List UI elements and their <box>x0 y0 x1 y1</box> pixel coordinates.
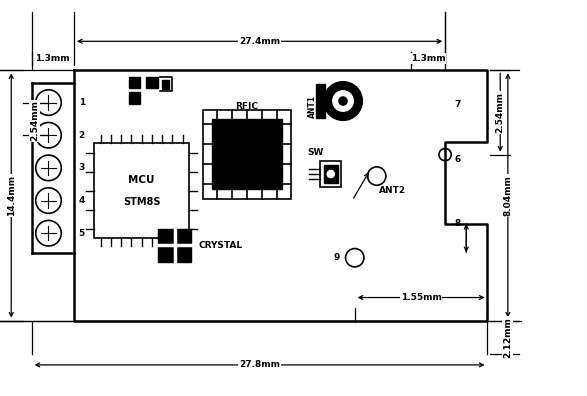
Circle shape <box>339 97 347 105</box>
Text: 2.54mm: 2.54mm <box>30 101 39 141</box>
Bar <box>323 166 338 183</box>
Text: 2.54mm: 2.54mm <box>496 92 505 133</box>
Text: 1.3mm: 1.3mm <box>36 54 70 63</box>
Text: MCU: MCU <box>129 175 155 185</box>
Bar <box>316 84 325 118</box>
Bar <box>320 161 342 187</box>
Text: 1.3mm: 1.3mm <box>411 54 446 63</box>
Bar <box>174 229 191 246</box>
Bar <box>212 119 282 189</box>
Text: STM8S: STM8S <box>123 197 160 207</box>
Circle shape <box>333 91 353 111</box>
Bar <box>163 80 170 89</box>
Text: RFIC: RFIC <box>235 102 258 111</box>
Text: ANT2: ANT2 <box>379 186 406 195</box>
Text: ANT1: ANT1 <box>308 95 317 118</box>
Text: 3: 3 <box>79 164 85 172</box>
Bar <box>129 77 140 88</box>
Circle shape <box>327 170 335 177</box>
Bar <box>174 246 191 262</box>
Text: 8: 8 <box>454 219 461 228</box>
Text: CRYSTAL: CRYSTAL <box>198 241 242 250</box>
Bar <box>158 229 174 246</box>
Bar <box>203 110 292 198</box>
Text: 1.55mm: 1.55mm <box>401 293 441 302</box>
Text: 9: 9 <box>333 253 339 262</box>
Circle shape <box>323 82 362 120</box>
Text: 5: 5 <box>79 229 85 238</box>
Text: 2: 2 <box>79 131 85 140</box>
Bar <box>95 143 189 238</box>
Text: 27.8mm: 27.8mm <box>239 360 280 369</box>
Text: 6: 6 <box>454 155 461 164</box>
Bar <box>129 92 140 104</box>
Text: 8.04mm: 8.04mm <box>504 175 512 216</box>
Text: 2.12mm: 2.12mm <box>504 317 512 358</box>
Text: 7: 7 <box>454 100 461 109</box>
Text: 27.4mm: 27.4mm <box>239 37 280 46</box>
Text: SW: SW <box>308 148 324 156</box>
Text: 4: 4 <box>79 196 85 205</box>
Bar <box>158 246 174 262</box>
Text: 14.4mm: 14.4mm <box>6 175 16 216</box>
Text: 1: 1 <box>79 98 85 107</box>
Bar <box>147 77 158 88</box>
